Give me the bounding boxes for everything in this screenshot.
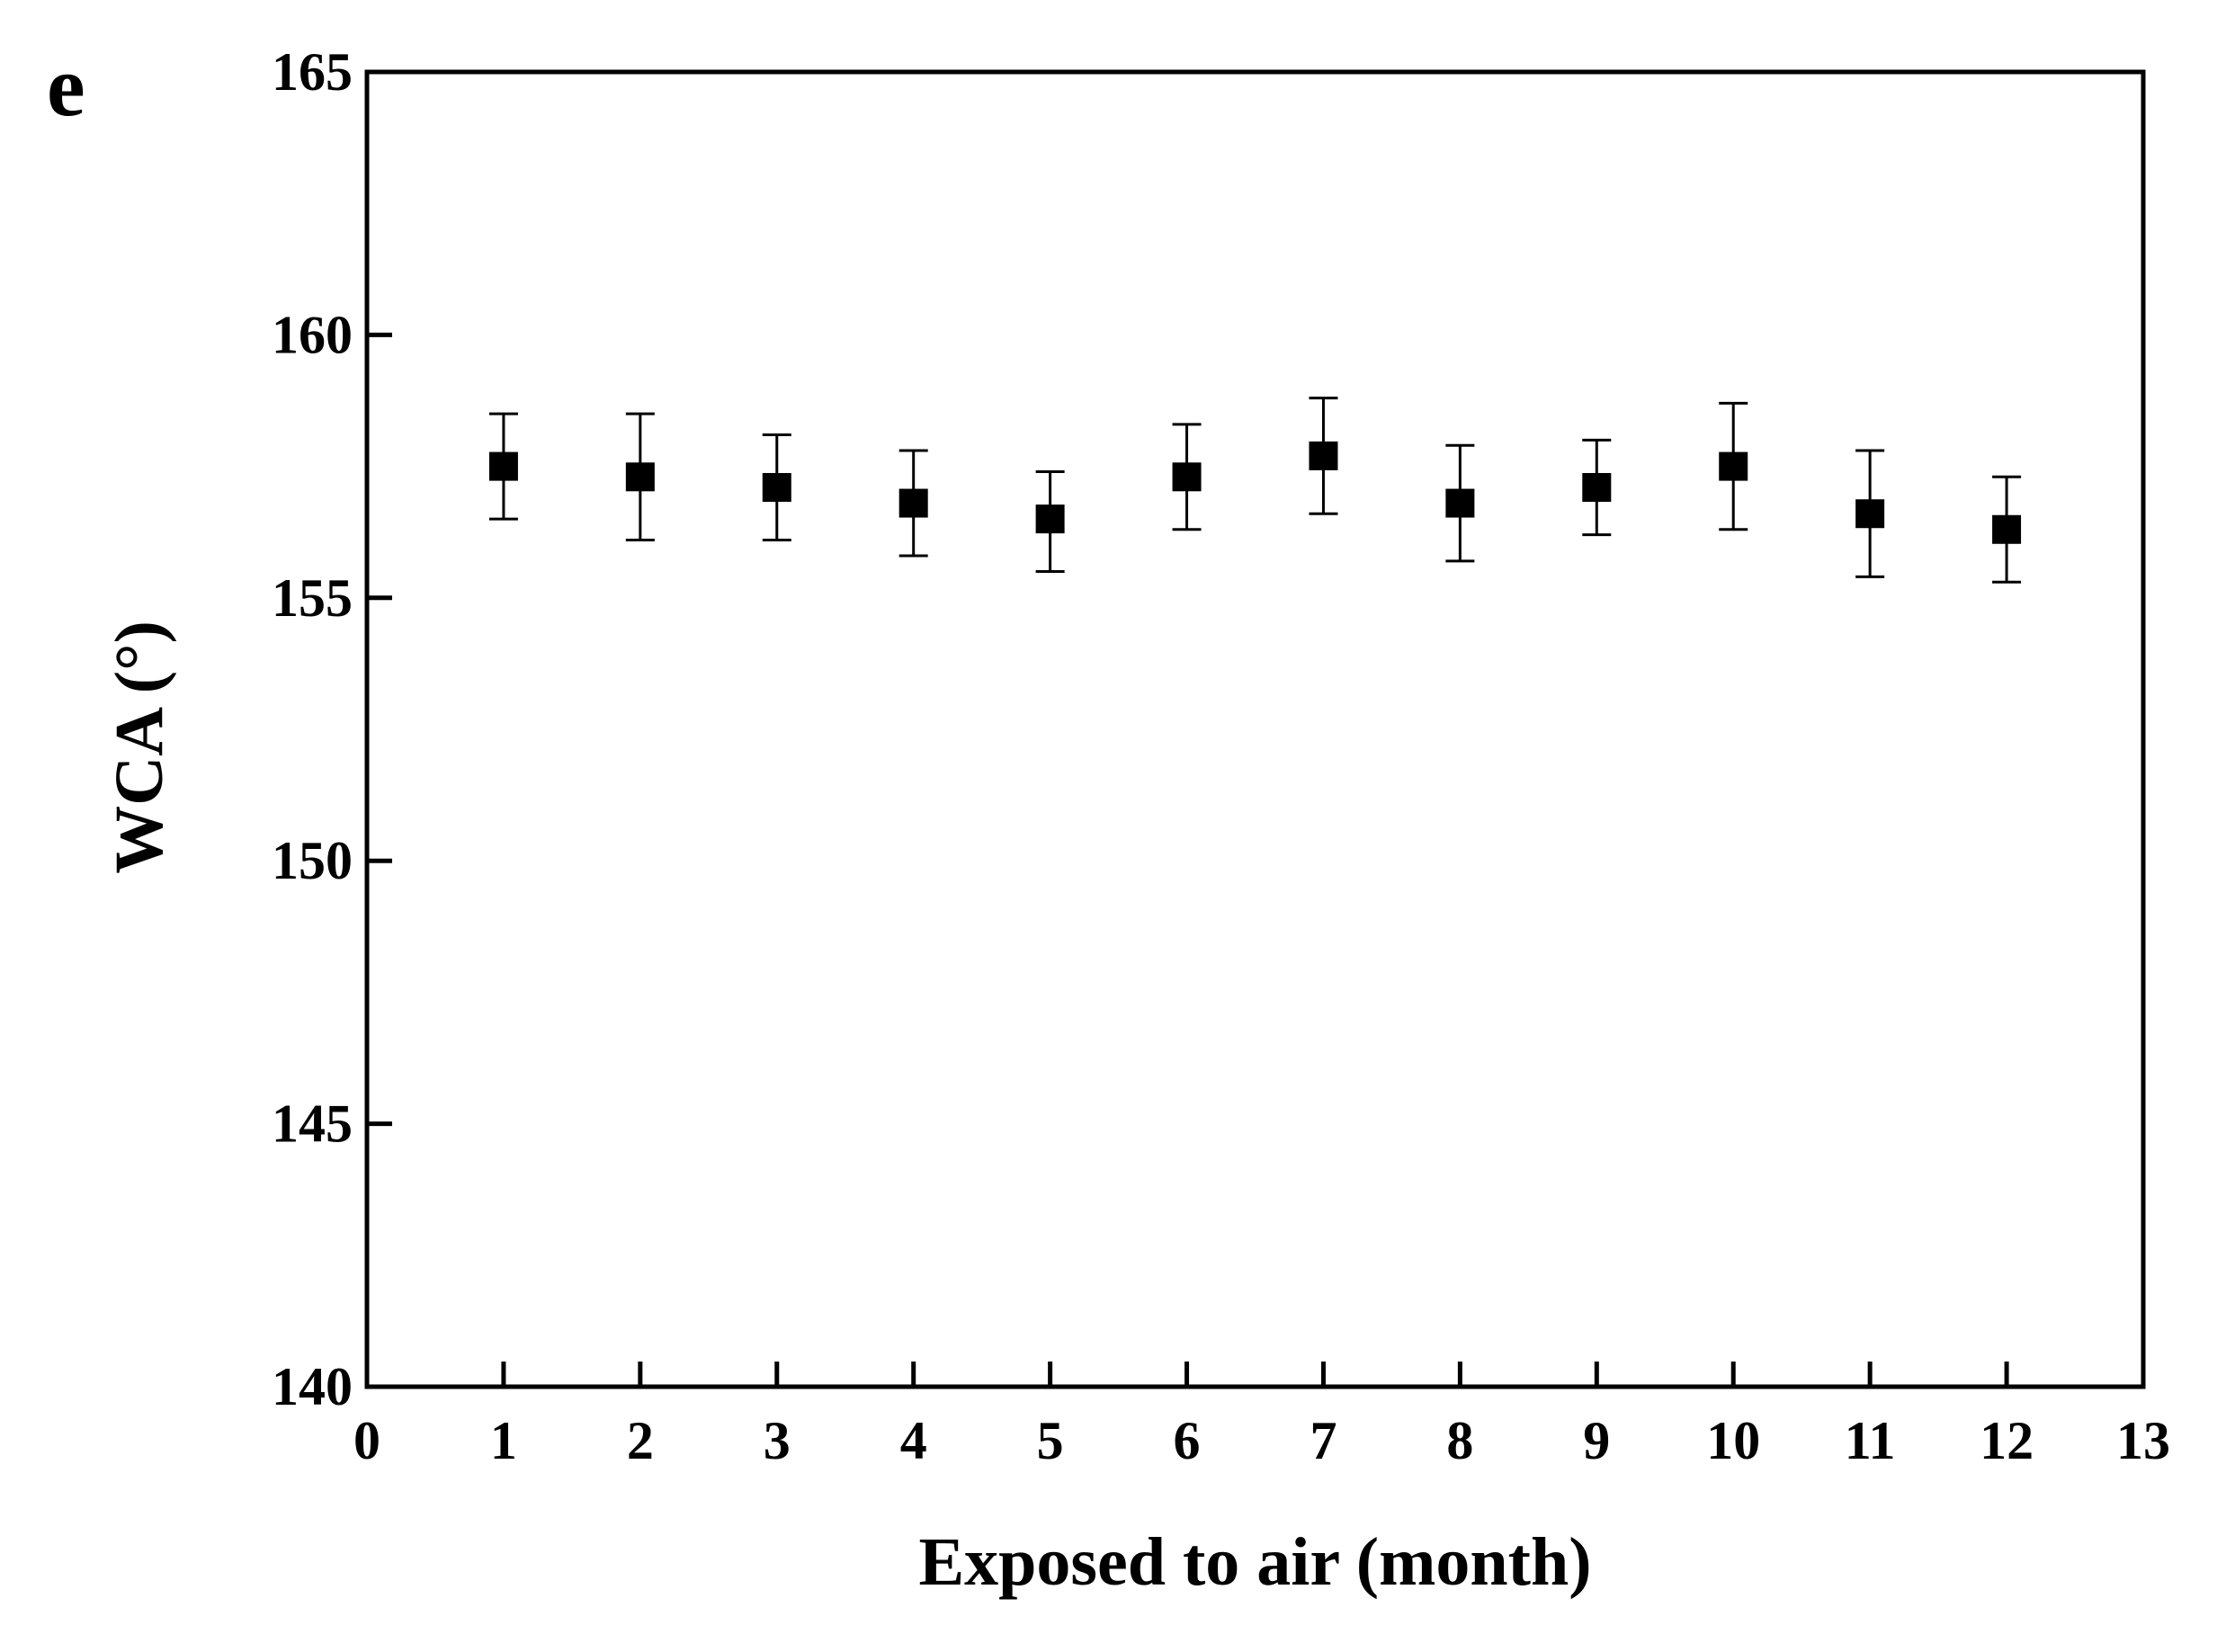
y-tick-label: 165 bbox=[272, 42, 353, 102]
x-tick-label: 3 bbox=[764, 1411, 791, 1470]
x-tick-label: 10 bbox=[1706, 1411, 1760, 1470]
data-point bbox=[762, 472, 791, 502]
plot-frame bbox=[364, 69, 2146, 1389]
data-point bbox=[488, 451, 518, 481]
y-tick-label: 145 bbox=[272, 1094, 353, 1154]
y-tick-label: 160 bbox=[272, 305, 353, 364]
x-tick-label: 13 bbox=[2116, 1411, 2170, 1470]
data-point bbox=[1172, 462, 1202, 492]
x-tick-label: 1 bbox=[490, 1411, 517, 1470]
data-point bbox=[1855, 499, 1885, 529]
x-axis-ticks: 0 1 2 3 4 5 6 7 8 9 10 11 12 13 bbox=[353, 1362, 2170, 1470]
x-tick-label: 0 bbox=[353, 1411, 380, 1470]
error-bars bbox=[488, 397, 2022, 584]
panel-label: e bbox=[47, 38, 85, 134]
x-tick-label: 6 bbox=[1174, 1411, 1201, 1470]
x-axis-title: Exposed to air (month) bbox=[918, 1524, 1591, 1600]
x-tick-label: 4 bbox=[900, 1411, 927, 1470]
y-tick-label: 150 bbox=[272, 831, 353, 890]
data-point bbox=[1309, 441, 1338, 470]
data-point bbox=[1035, 505, 1065, 534]
y-tick-label: 140 bbox=[272, 1357, 353, 1416]
data-markers bbox=[488, 441, 2022, 544]
data-point bbox=[1445, 488, 1475, 518]
x-tick-label: 9 bbox=[1583, 1411, 1610, 1470]
x-tick-label: 7 bbox=[1310, 1411, 1336, 1470]
data-point bbox=[1992, 514, 2022, 544]
y-axis-title: WCA (°) bbox=[102, 621, 177, 874]
x-tick-label: 11 bbox=[1845, 1411, 1896, 1470]
x-tick-label: 2 bbox=[627, 1411, 654, 1470]
y-axis-ticks: 140 145 150 155 160 165 bbox=[272, 42, 392, 1416]
y-tick-label: 155 bbox=[272, 568, 353, 628]
data-point bbox=[1719, 451, 1748, 481]
data-point bbox=[1582, 472, 1612, 502]
data-point bbox=[625, 462, 655, 492]
x-tick-label: 8 bbox=[1446, 1411, 1473, 1470]
x-tick-label: 5 bbox=[1037, 1411, 1064, 1470]
data-point bbox=[898, 488, 928, 518]
x-tick-label: 12 bbox=[1980, 1411, 2034, 1470]
